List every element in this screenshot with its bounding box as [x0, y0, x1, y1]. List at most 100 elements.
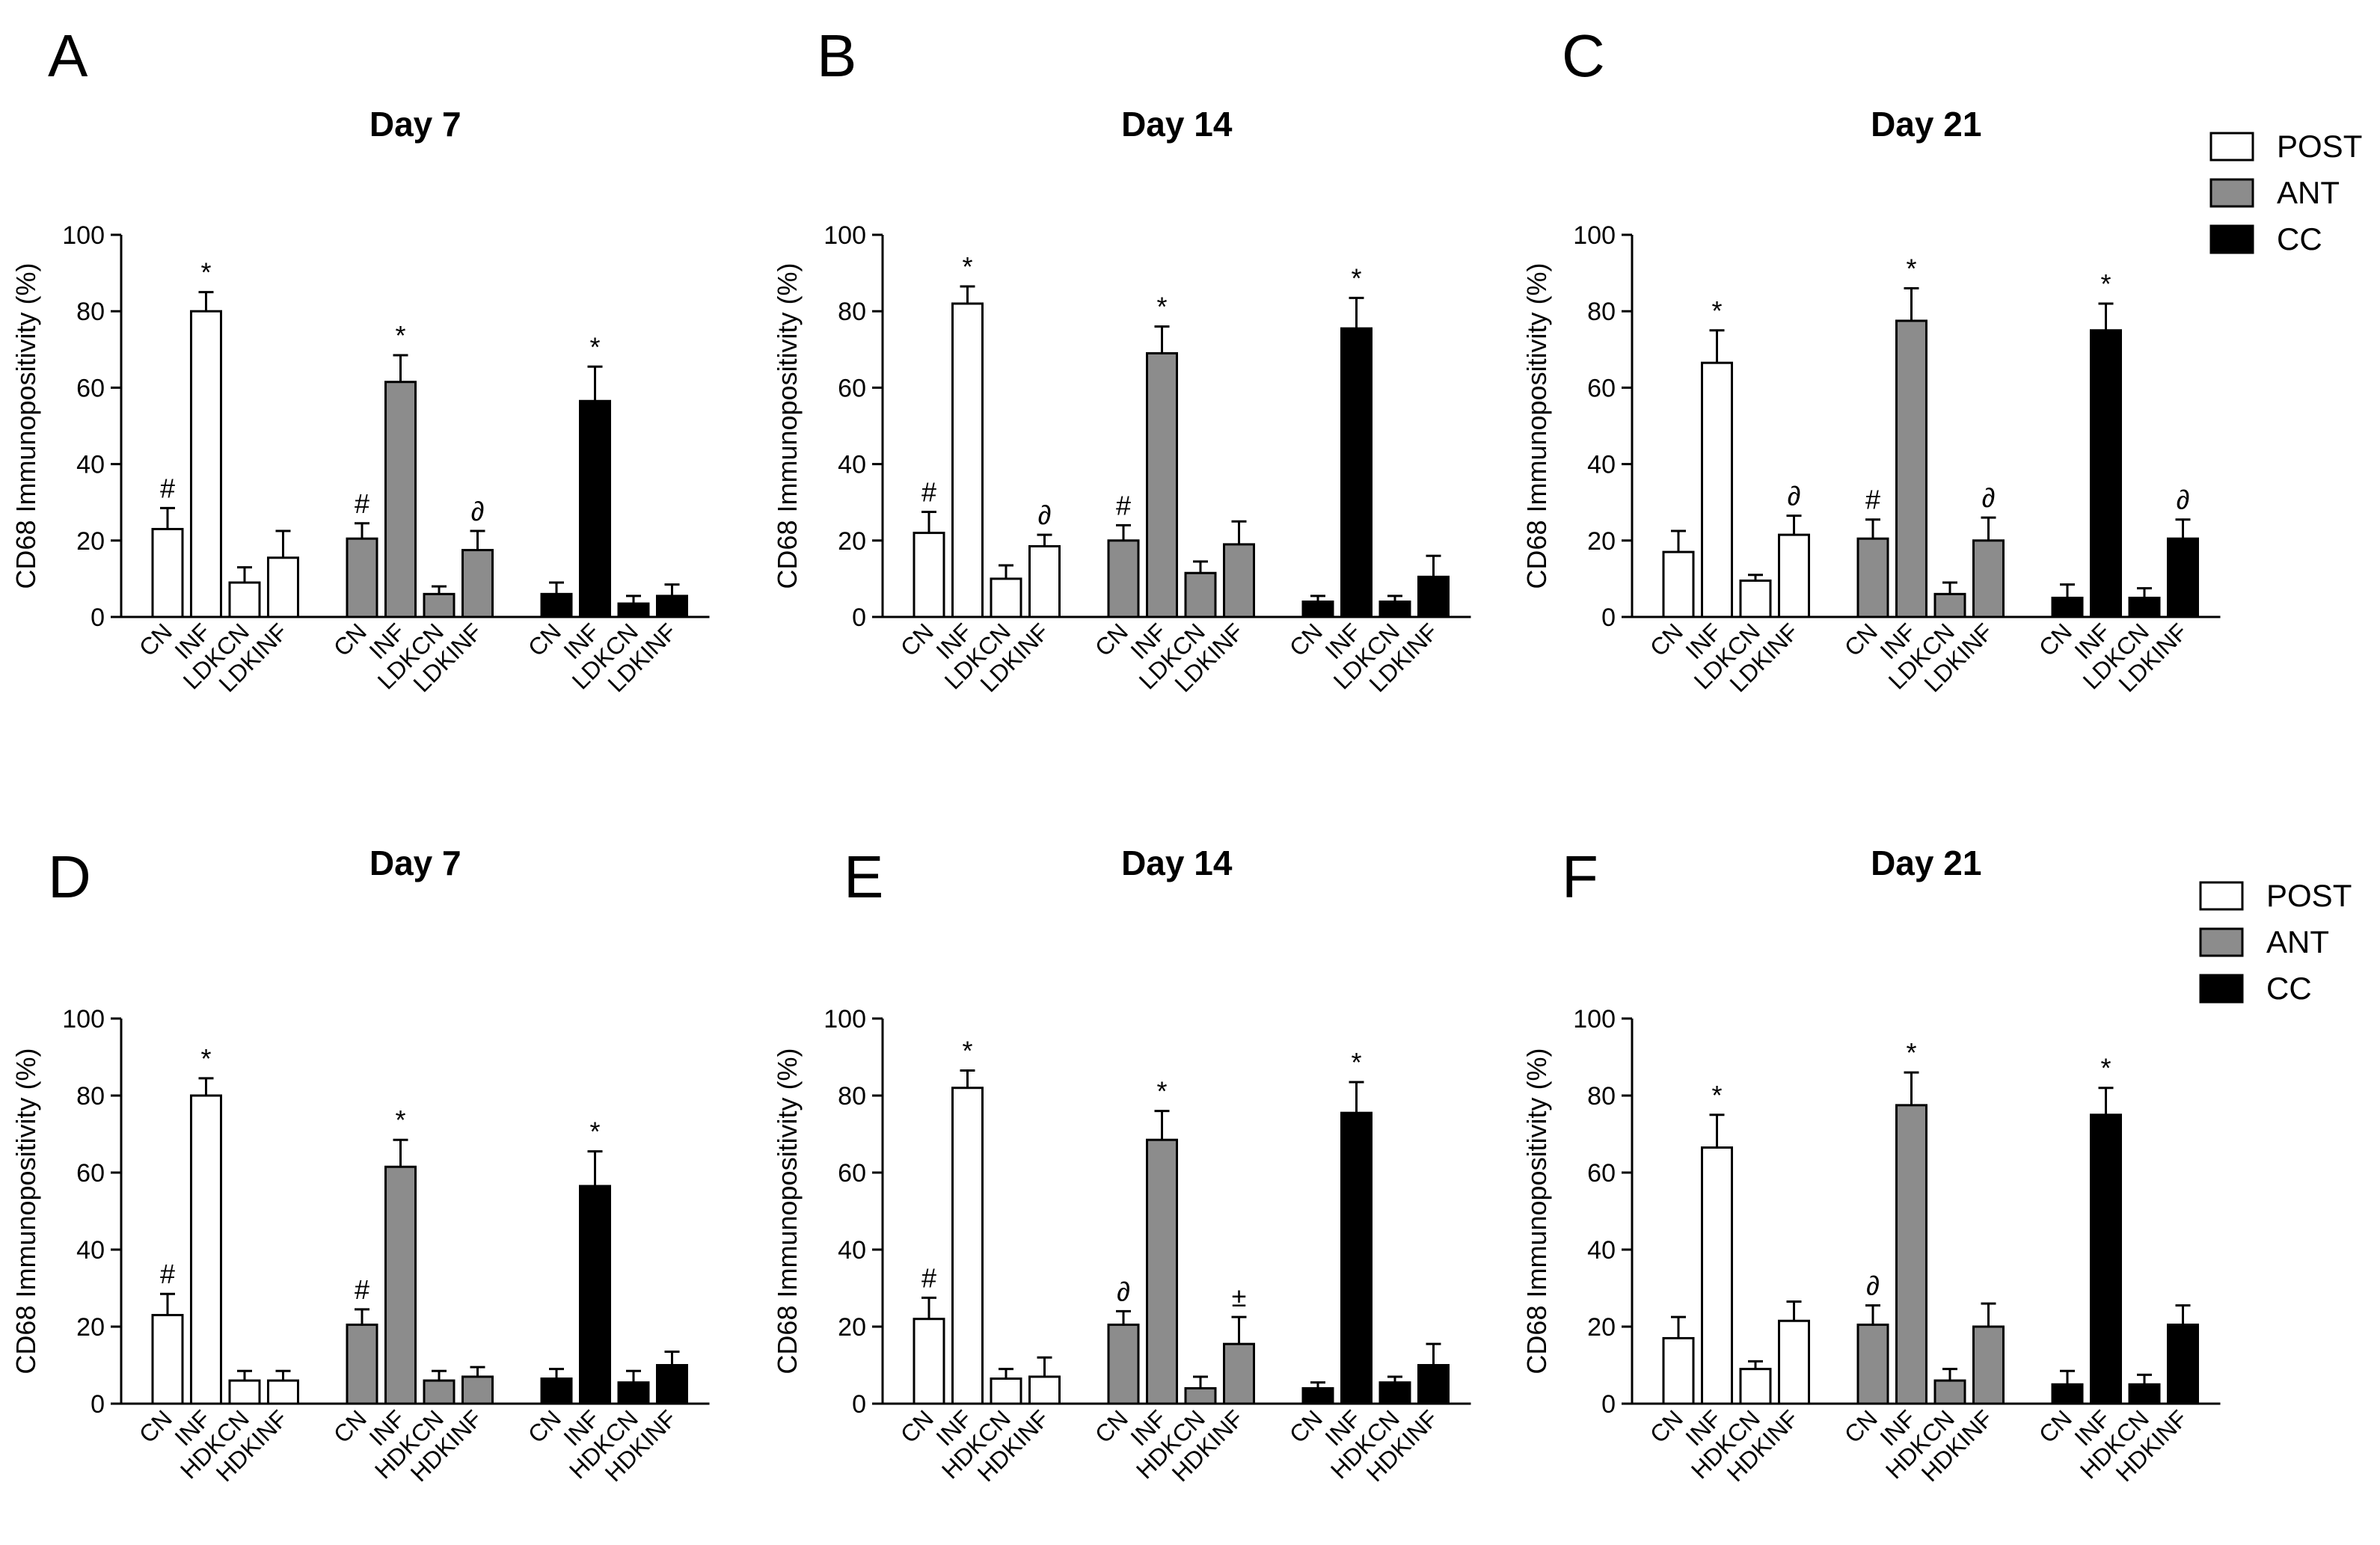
panel-letter: E: [844, 844, 883, 910]
significance-mark: *: [589, 331, 600, 362]
significance-mark: #: [355, 1274, 369, 1305]
panel-letter: B: [817, 22, 856, 89]
x-tick-label: CN: [134, 1404, 177, 1448]
bar: [190, 1094, 222, 1405]
y-tick-label: 80: [76, 298, 105, 326]
y-tick-label: 100: [62, 1005, 105, 1033]
bar: [617, 602, 650, 618]
bar: [990, 1377, 1022, 1405]
chart-panel-d: D Day 7 0 20 40 60 80 100 CD68 Immunopositivity …: [10, 844, 710, 1487]
legend-swatch-post: [2209, 132, 2254, 162]
y-tick-label: 20: [76, 1313, 105, 1342]
bar: [1417, 1364, 1450, 1405]
significance-mark: *: [395, 1105, 405, 1135]
y-tick-label: 20: [838, 527, 866, 556]
y-tick-label: 80: [838, 1082, 866, 1111]
bar: [190, 310, 222, 618]
bar: [384, 1165, 417, 1405]
significance-mark: *: [200, 1043, 211, 1074]
chart-panel-b: B Day 14 0 20 40 60 80 100 CD68 Immunopositivity…: [772, 22, 1471, 697]
bar: [346, 1323, 378, 1405]
x-tick-label: CN: [134, 618, 177, 661]
bar: [579, 1185, 611, 1405]
bar: [2090, 1114, 2122, 1405]
significance-mark: *: [1711, 1080, 1722, 1111]
y-tick-label: 0: [1601, 1390, 1616, 1419]
panel-letter: D: [48, 844, 91, 910]
y-tick-label: 0: [852, 603, 866, 632]
bar: [423, 592, 456, 618]
x-tick-label: CN: [2034, 618, 2077, 661]
bar: [1340, 1111, 1373, 1405]
x-tick-label: CN: [523, 618, 566, 661]
bar: [540, 592, 573, 618]
y-tick-label: 60: [76, 1159, 105, 1188]
bar: [1972, 1325, 2005, 1405]
significance-mark: *: [1711, 295, 1722, 326]
significance-mark: #: [921, 1262, 936, 1293]
significance-mark: *: [1906, 1037, 1916, 1068]
bar: [617, 1381, 650, 1405]
bar: [151, 1314, 184, 1405]
legend-swatch-cc: [2209, 224, 2254, 254]
bar: [2051, 1383, 2084, 1405]
y-axis-label: CD68 Immunopositivity (%): [1521, 262, 1552, 589]
chart-title: Day 7: [369, 105, 461, 144]
legend-label-ant: ANT: [2266, 924, 2329, 959]
y-tick-label: 20: [76, 527, 105, 556]
y-axis-label: CD68 Immunopositivity (%): [1521, 1048, 1552, 1374]
x-tick-label: CN: [1645, 618, 1688, 661]
bar: [951, 302, 984, 618]
bar: [1662, 550, 1695, 618]
y-tick-label: 40: [76, 451, 105, 479]
legend: POST ANT CC: [2209, 129, 2362, 257]
bar: [1146, 1138, 1178, 1405]
x-tick-label: CN: [895, 618, 939, 661]
panel-letter: A: [48, 22, 88, 89]
bar: [1378, 601, 1411, 618]
y-tick-label: 60: [1587, 374, 1616, 402]
significance-mark: ∂: [1866, 1271, 1880, 1301]
bar: [1895, 319, 1927, 618]
bar: [2128, 1383, 2161, 1405]
bar: [913, 532, 945, 618]
significance-mark: ∂: [1982, 482, 1996, 513]
bar: [267, 556, 299, 618]
panel-letter: F: [1562, 844, 1598, 910]
bar: [1301, 601, 1334, 618]
bar: [1107, 539, 1140, 618]
y-tick-label: 60: [838, 1159, 866, 1188]
bar: [1378, 1381, 1411, 1405]
bar: [540, 1377, 573, 1405]
y-axis-label: CD68 Immunopositivity (%): [10, 262, 41, 589]
significance-mark: #: [160, 473, 175, 503]
significance-mark: ±: [1232, 1282, 1247, 1312]
chart-panel-a: A Day 7 0 20 40 60 80 100 CD68 Immunopositivity …: [10, 22, 710, 697]
bar: [267, 1379, 299, 1405]
y-tick-label: 20: [1587, 1313, 1616, 1342]
y-tick-label: 0: [91, 603, 105, 632]
y-tick-label: 0: [91, 1390, 105, 1419]
x-tick-label: CN: [1645, 1404, 1688, 1448]
bar: [2128, 596, 2161, 618]
bar: [1739, 579, 1772, 618]
x-tick-label: CN: [328, 1404, 372, 1448]
x-tick-label: CN: [2034, 1404, 2077, 1448]
x-tick-label: CN: [1090, 618, 1133, 661]
significance-mark: *: [962, 1036, 972, 1066]
bar: [1701, 1146, 1733, 1405]
bar: [1184, 571, 1217, 618]
bar: [1301, 1386, 1334, 1405]
bar: [1933, 592, 1966, 618]
bar: [1107, 1323, 1140, 1405]
legend-label-post: POST: [2266, 878, 2352, 913]
y-tick-label: 80: [1587, 1082, 1616, 1111]
chart-title: Day 14: [1121, 844, 1233, 882]
x-tick-label: CN: [895, 1404, 939, 1448]
significance-mark: #: [921, 476, 936, 507]
significance-mark: *: [1906, 254, 1916, 284]
legend-swatch-post: [2199, 881, 2244, 911]
significance-mark: *: [1351, 262, 1361, 293]
bar: [1223, 543, 1255, 618]
